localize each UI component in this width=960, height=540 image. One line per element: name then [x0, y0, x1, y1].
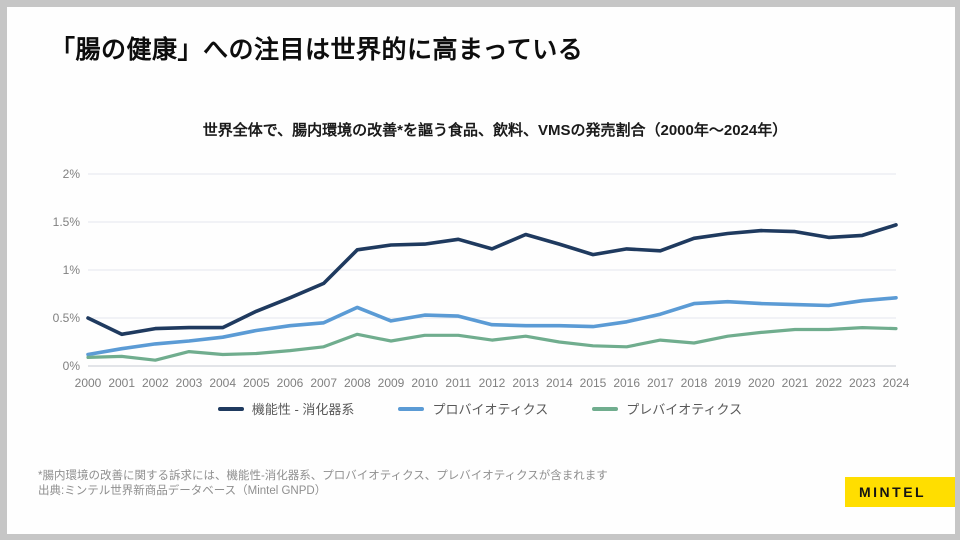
- line-chart: 0% 0.5% 1% 1.5% 2% 2000 2001 2002 2003 2004 2005 20…: [53, 167, 910, 390]
- series-line-probiotics: [86, 295, 898, 357]
- x-axis-tick-label: 2017: [647, 376, 674, 390]
- legend-label-prebiotics: プレバイオティクス: [626, 402, 743, 417]
- x-axis-tick-label: 2001: [108, 376, 135, 390]
- x-axis-tick-label: 2024: [883, 376, 910, 390]
- x-axis-tick-label: 2010: [411, 376, 438, 390]
- y-axis-tick-label: 1%: [63, 263, 81, 277]
- series-line-functional-digestive: [86, 223, 898, 337]
- x-axis-tick-label: 2020: [748, 376, 775, 390]
- x-axis-tick-label: 2007: [310, 376, 337, 390]
- legend-swatch-probiotics: [398, 406, 425, 411]
- footnotes: *腸内環境の改善に関する訴求には、機能性-消化器系、プロバイオティクス、プレバイ…: [38, 469, 608, 499]
- x-axis-tick-label: 2008: [344, 376, 371, 390]
- legend-item-functional-digestive: 機能性 - 消化器系: [217, 399, 355, 418]
- mintel-logo-text: MINTEL: [859, 484, 927, 500]
- x-axis-tick-label: 2004: [209, 376, 236, 390]
- legend-item-prebiotics: プレバイオティクス: [592, 399, 742, 418]
- footnote-definition: *腸内環境の改善に関する訴求には、機能性-消化器系、プロバイオティクス、プレバイ…: [38, 470, 608, 482]
- y-axis-tick-label: 0%: [63, 359, 81, 373]
- series-line-prebiotics: [86, 326, 898, 362]
- chart-title: 世界全体で、腸内環境の改善*を謳う食品、飲料、VMSの発売割合（2000年～20…: [202, 122, 788, 139]
- legend-label-functional-digestive: 機能性 - 消化器系: [251, 402, 355, 417]
- page-title: 「腸の健康」への注目は世界的に高まっている: [50, 36, 584, 64]
- legend-label-probiotics: プロバイオティクス: [432, 402, 549, 417]
- x-axis-tick-label: 2013: [512, 376, 539, 390]
- x-axis-tick-label: 2012: [479, 376, 506, 390]
- legend-item-probiotics: プロバイオティクス: [398, 399, 548, 418]
- x-axis-tick-label: 2023: [849, 376, 876, 390]
- x-axis-tick-label: 2022: [815, 376, 842, 390]
- x-axis-tick-label: 2009: [378, 376, 405, 390]
- x-axis-tick-label: 2003: [176, 376, 203, 390]
- x-axis-tick-label: 2006: [277, 376, 304, 390]
- y-axis-tick-label: 1.5%: [53, 215, 81, 229]
- x-axis-tick-label: 2019: [714, 376, 741, 390]
- legend-swatch-prebiotics: [592, 406, 619, 411]
- footnote-source: 出典:ミンテル世界新商品データベース（Mintel GNPD）: [38, 485, 327, 497]
- x-axis-tick-label: 2000: [75, 376, 102, 390]
- chart-legend: 機能性 - 消化器系 プロバイオティクス プレバイオティクス: [0, 399, 960, 418]
- x-axis-tick-label: 2018: [681, 376, 708, 390]
- x-axis-tick-label: 2002: [142, 376, 169, 390]
- x-axis-tick-label: 2014: [546, 376, 573, 390]
- x-axis-tick-label: 2015: [580, 376, 607, 390]
- x-axis-tick-label: 2011: [445, 376, 471, 390]
- x-axis-tick-label: 2016: [613, 376, 640, 390]
- legend-swatch-functional-digestive: [217, 406, 244, 411]
- x-axis-tick-label: 2005: [243, 376, 270, 390]
- y-axis-tick-label: 2%: [63, 167, 81, 181]
- x-axis-tick-label: 2021: [782, 376, 809, 390]
- y-axis-tick-label: 0.5%: [53, 311, 81, 325]
- mintel-logo: MINTEL: [845, 477, 955, 507]
